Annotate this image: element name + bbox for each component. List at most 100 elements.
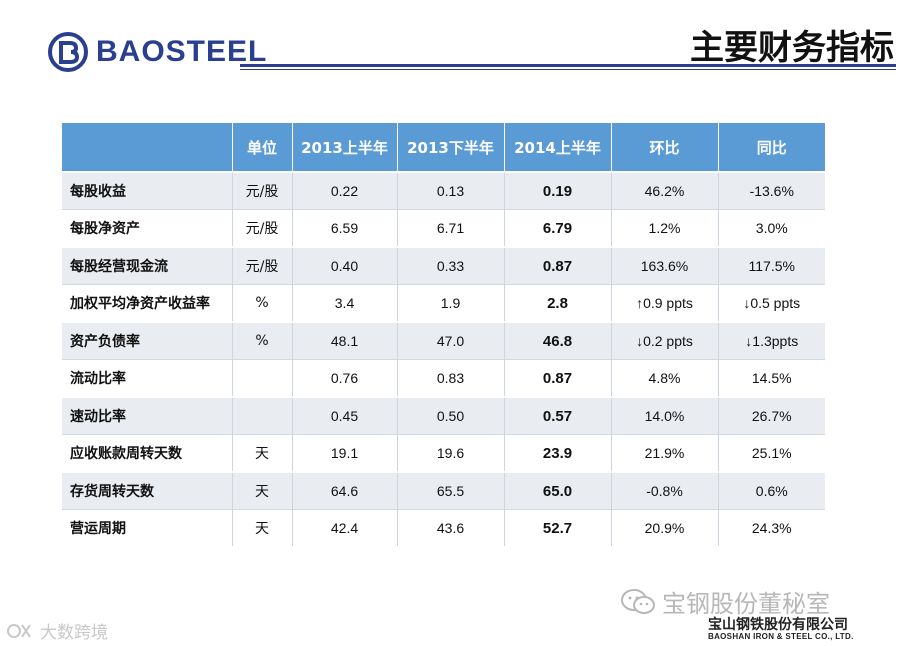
table-row: 资产负债率 % 48.1 47.0 46.8 ↓0.2 ppts ↓1.3ppt… xyxy=(62,321,825,360)
company-logo: BAOSTEEL xyxy=(48,32,267,72)
table-row: 每股净资产 元/股 6.59 6.71 6.79 1.2% 3.0% xyxy=(62,209,825,247)
header-rule xyxy=(240,64,896,67)
value-2013-h2: 0.50 xyxy=(396,396,504,435)
metric-unit: 天 xyxy=(231,434,292,472)
watermark-text: 大数跨境 xyxy=(40,623,108,643)
table-header-row: 单位 2013上半年 2013下半年 2014上半年 环比 同比 xyxy=(62,123,825,172)
logo-text: BAOSTEEL xyxy=(96,35,268,68)
value-yoy: 3.0% xyxy=(717,209,825,247)
value-2013-h2: 0.13 xyxy=(396,171,504,210)
value-qoq: 4.8% xyxy=(610,359,718,397)
value-2013-h2: 47.0 xyxy=(396,321,504,360)
page-title: 主要财务指标 xyxy=(690,28,894,68)
value-yoy: 24.3% xyxy=(717,509,825,546)
value-2014-h1: 23.9 xyxy=(503,434,611,472)
table-row: 每股经营现金流 元/股 0.40 0.33 0.87 163.6% 117.5% xyxy=(62,246,825,285)
metric-unit: 天 xyxy=(231,471,292,510)
value-qoq: 163.6% xyxy=(610,246,718,285)
wechat-account: 宝钢股份董秘室 xyxy=(620,584,830,619)
company-name-en: BAOSHAN IRON & STEEL CO., LTD. xyxy=(708,632,854,641)
metric-name: 每股经营现金流 xyxy=(62,246,232,285)
table-row: 应收账款周转天数 天 19.1 19.6 23.9 21.9% 25.1% xyxy=(62,434,825,472)
value-qoq: -0.8% xyxy=(610,471,718,510)
value-2013-h1: 6.59 xyxy=(291,209,397,247)
metric-unit: 元/股 xyxy=(231,246,292,285)
header-rule-thin xyxy=(240,69,896,70)
value-2013-h2: 0.33 xyxy=(396,246,504,285)
metric-unit xyxy=(231,359,292,397)
metric-name: 每股净资产 xyxy=(62,209,232,247)
value-2013-h1: 48.1 xyxy=(291,321,397,360)
metric-unit: 天 xyxy=(231,509,292,546)
metric-name: 存货周转天数 xyxy=(62,471,232,510)
metric-name: 加权平均净资产收益率 xyxy=(62,284,232,322)
value-2013-h1: 0.76 xyxy=(291,359,397,397)
column-header: 2013上半年 xyxy=(291,123,397,172)
column-header xyxy=(62,123,232,172)
value-2013-h2: 65.5 xyxy=(396,471,504,510)
value-qoq: 46.2% xyxy=(610,171,718,210)
table-row: 存货周转天数 天 64.6 65.5 65.0 -0.8% 0.6% xyxy=(62,471,825,510)
metric-name: 速动比率 xyxy=(62,396,232,435)
value-2014-h1: 0.19 xyxy=(503,171,611,210)
value-2014-h1: 2.8 xyxy=(503,284,611,322)
metric-name: 每股收益 xyxy=(62,171,232,210)
wechat-account-name: 宝钢股份董秘室 xyxy=(662,590,830,618)
value-yoy: ↓1.3ppts xyxy=(717,321,825,360)
wechat-icon xyxy=(621,588,655,614)
value-2014-h1: 0.87 xyxy=(503,246,611,285)
value-2013-h1: 0.22 xyxy=(291,171,397,210)
metric-unit xyxy=(231,396,292,435)
value-qoq: 21.9% xyxy=(610,434,718,472)
value-2013-h2: 19.6 xyxy=(396,434,504,472)
baosteel-logo-icon xyxy=(48,32,88,72)
metric-unit: 元/股 xyxy=(231,209,292,247)
table-row: 速动比率 0.45 0.50 0.57 14.0% 26.7% xyxy=(62,396,825,435)
value-2013-h1: 0.40 xyxy=(291,246,397,285)
value-yoy: 26.7% xyxy=(717,396,825,435)
value-yoy: 0.6% xyxy=(717,471,825,510)
metric-name: 应收账款周转天数 xyxy=(62,434,232,472)
value-2013-h2: 43.6 xyxy=(396,509,504,546)
column-header: 同比 xyxy=(717,123,825,172)
table-row: 每股收益 元/股 0.22 0.13 0.19 46.2% -13.6% xyxy=(62,171,825,210)
value-2014-h1: 0.57 xyxy=(503,396,611,435)
value-yoy: 14.5% xyxy=(717,359,825,397)
metric-name: 营运周期 xyxy=(62,509,232,546)
value-2014-h1: 65.0 xyxy=(503,471,611,510)
value-yoy: -13.6% xyxy=(717,171,825,210)
value-2013-h1: 3.4 xyxy=(291,284,397,322)
metric-unit: 元/股 xyxy=(231,171,292,210)
column-header: 2013下半年 xyxy=(396,123,504,172)
value-2013-h1: 42.4 xyxy=(291,509,397,546)
value-2014-h1: 0.87 xyxy=(503,359,611,397)
metric-name: 流动比率 xyxy=(62,359,232,397)
value-2014-h1: 46.8 xyxy=(503,321,611,360)
value-qoq: 14.0% xyxy=(610,396,718,435)
value-2014-h1: 6.79 xyxy=(503,209,611,247)
value-2013-h2: 6.71 xyxy=(396,209,504,247)
value-2013-h2: 0.83 xyxy=(396,359,504,397)
value-qoq: 20.9% xyxy=(610,509,718,546)
value-2013-h1: 0.45 xyxy=(291,396,397,435)
value-yoy: ↓0.5 ppts xyxy=(717,284,825,322)
watermark-logo-icon xyxy=(7,623,31,638)
value-2013-h1: 19.1 xyxy=(291,434,397,472)
company-name-cn: 宝山钢铁股份有限公司 xyxy=(708,617,848,633)
column-header: 2014上半年 xyxy=(503,123,611,172)
column-header: 单位 xyxy=(231,123,292,172)
watermark: 大数跨境 xyxy=(6,618,108,643)
value-yoy: 117.5% xyxy=(717,246,825,285)
column-header: 环比 xyxy=(610,123,718,172)
table-row: 流动比率 0.76 0.83 0.87 4.8% 14.5% xyxy=(62,359,825,397)
table-row: 加权平均净资产收益率 % 3.4 1.9 2.8 ↑0.9 ppts ↓0.5 … xyxy=(62,284,825,322)
value-qoq: ↑0.9 ppts xyxy=(610,284,718,322)
metric-unit: % xyxy=(231,284,292,322)
financial-indicators-table: 单位 2013上半年 2013下半年 2014上半年 环比 同比 每股收益 元/… xyxy=(62,123,825,546)
value-yoy: 25.1% xyxy=(717,434,825,472)
value-2013-h2: 1.9 xyxy=(396,284,504,322)
value-qoq: 1.2% xyxy=(610,209,718,247)
value-qoq: ↓0.2 ppts xyxy=(610,321,718,360)
metric-unit: % xyxy=(231,321,292,360)
value-2014-h1: 52.7 xyxy=(503,509,611,546)
